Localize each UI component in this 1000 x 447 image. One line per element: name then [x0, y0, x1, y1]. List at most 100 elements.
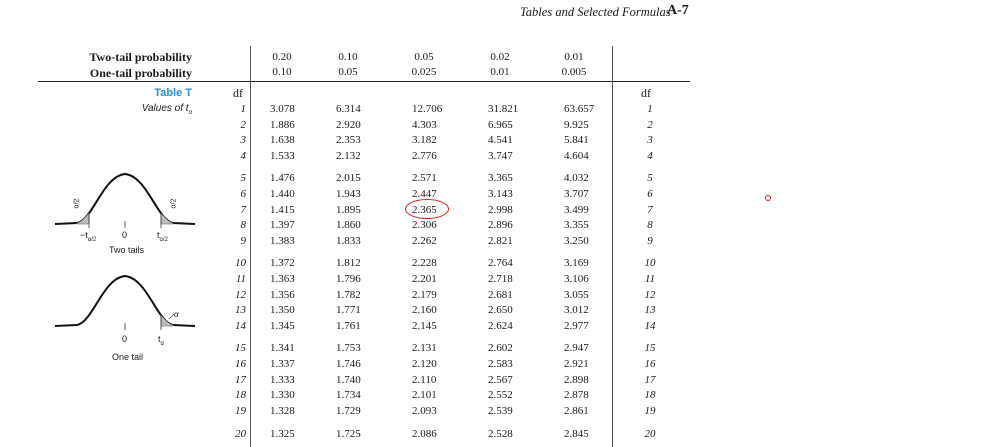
t-value-cell: 2.602 — [488, 342, 513, 354]
df-cell-left: 13 — [235, 304, 246, 316]
two-tail-prob-value: 0.01 — [564, 51, 584, 63]
two-tail-prob-value: 0.10 — [338, 51, 358, 63]
t-value-cell: 1.341 — [270, 342, 295, 354]
t-value-cell: 2.898 — [564, 374, 589, 386]
df-cell-right: 10 — [644, 257, 656, 269]
t-value-cell: 3.182 — [412, 134, 437, 146]
t-value-cell: 2.110 — [412, 374, 437, 386]
t-value-cell: 2.120 — [412, 358, 437, 370]
t-value-cell: 1.860 — [336, 219, 361, 231]
df-cell-left: 12 — [235, 289, 246, 301]
df-cell-right: 8 — [647, 219, 653, 231]
t-value-cell: 4.032 — [564, 172, 589, 184]
t-value-cell: 2.093 — [412, 405, 437, 417]
t-value-cell: 2.896 — [488, 219, 513, 231]
df-cell-left: 18 — [235, 389, 246, 401]
t-value-cell: 1.943 — [336, 188, 361, 200]
two-tail-center-tick-label: 0 — [122, 230, 128, 240]
t-value-cell: 2.861 — [564, 405, 589, 417]
two-tail-left-tick-label: −tα/2 — [80, 230, 96, 243]
df-cell-left: 3 — [240, 134, 247, 146]
one-tail-distribution-diagram — [55, 274, 195, 330]
t-value-cell: 1.734 — [336, 389, 361, 401]
t-value-cell: 2.132 — [336, 150, 361, 162]
df-cell-left: 6 — [240, 188, 247, 200]
two-tail-prob-value: 0.05 — [414, 51, 434, 63]
t-value-cell: 1.325 — [270, 428, 295, 440]
df-cell-right: 5 — [647, 172, 653, 184]
df-cell-left: 16 — [235, 358, 246, 370]
t-value-cell: 12.706 — [412, 103, 443, 115]
t-value-cell: 1.725 — [336, 428, 361, 440]
t-value-cell: 1.372 — [270, 257, 295, 269]
t-value-cell: 2.583 — [488, 358, 513, 370]
two-tail-left-tick-subscript: α/2 — [87, 236, 97, 243]
two-tail-left-area-label: α/2 — [73, 198, 81, 209]
one-tail-center-tick-label: 0 — [122, 334, 128, 344]
df-cell-right: 14 — [644, 320, 656, 332]
t-value-cell: 2.821 — [488, 235, 513, 247]
one-tail-prob-value: 0.10 — [272, 66, 292, 78]
df-cell-right: 1 — [647, 103, 653, 115]
t-value-cell: 63.657 — [564, 103, 595, 115]
t-value-cell: 3.169 — [564, 257, 589, 269]
two-tail-prob-value: 0.02 — [490, 51, 510, 63]
t-value-cell: 5.841 — [564, 134, 589, 146]
df-cell-left: 2 — [240, 119, 247, 131]
table-subtitle-subscript: α — [188, 110, 192, 116]
df-cell-right: 19 — [644, 405, 656, 417]
t-value-cell: 3.055 — [564, 289, 589, 301]
t-value-cell: 2.101 — [412, 389, 437, 401]
t-value-cell: 4.541 — [488, 134, 513, 146]
one-tail-prob-value: 0.01 — [490, 66, 510, 78]
t-value-cell: 2.539 — [488, 405, 513, 417]
table-subtitle-text: Values of t — [141, 103, 189, 114]
t-value-cell: 2.528 — [488, 428, 513, 440]
df-cell-right: 18 — [644, 389, 656, 401]
t-value-cell: 1.363 — [270, 273, 295, 285]
df-cell-right: 3 — [647, 134, 653, 146]
t-value-cell: 1.886 — [270, 119, 295, 131]
t-value-cell: 3.355 — [564, 219, 589, 231]
t-value-cell: 1.345 — [270, 320, 295, 332]
t-value-cell: 1.330 — [270, 389, 295, 401]
df-cell-left: 5 — [240, 172, 247, 184]
t-value-cell: 3.747 — [488, 150, 513, 162]
one-tail-right-tick-text: t — [158, 334, 161, 344]
one-tail-prob-value: 0.05 — [338, 66, 358, 78]
t-value-cell: 1.796 — [336, 273, 361, 285]
df-cell-right: 16 — [644, 358, 656, 370]
df-cell-left: 4 — [240, 150, 247, 162]
two-tail-left-tick-text: −t — [80, 230, 88, 240]
t-value-cell: 1.350 — [270, 304, 295, 316]
df-cell-right: 7 — [647, 204, 653, 216]
t-value-cell: 31.821 — [488, 103, 519, 115]
t-value-cell: 2.262 — [412, 235, 437, 247]
df-cell-right: 6 — [647, 188, 653, 200]
df-cell-right: 13 — [644, 304, 656, 316]
df-cell-left: 10 — [235, 257, 246, 269]
df-cell-left: 8 — [240, 219, 247, 231]
t-value-cell: 6.965 — [488, 119, 513, 131]
t-value-cell: 2.681 — [488, 289, 513, 301]
t-value-cell: 2.086 — [412, 428, 437, 440]
t-value-cell: 2.571 — [412, 172, 437, 184]
page-number: A-7 — [667, 3, 689, 18]
t-value-cell: 2.160 — [412, 304, 437, 316]
t-value-cell: 1.729 — [336, 405, 361, 417]
two-tail-right-tick-text: t — [157, 230, 160, 240]
df-cell-left: 11 — [235, 273, 246, 285]
t-value-cell: 2.718 — [488, 273, 513, 285]
t-value-cell: 2.624 — [488, 320, 513, 332]
df-cell-right: 2 — [647, 119, 653, 131]
t-value-cell: 2.878 — [564, 389, 589, 401]
df-header-left: df — [233, 86, 243, 100]
t-value-cell: 2.998 — [488, 204, 513, 216]
header-rule — [38, 81, 690, 82]
one-tail-right-tick-subscript: α — [160, 340, 164, 347]
df-cell-right: 12 — [644, 289, 656, 301]
one-tail-prob-value: 0.025 — [411, 66, 437, 78]
df-cell-right: 20 — [644, 428, 656, 440]
t-value-cell: 4.604 — [564, 150, 589, 162]
t-value-cell: 3.707 — [564, 188, 589, 200]
